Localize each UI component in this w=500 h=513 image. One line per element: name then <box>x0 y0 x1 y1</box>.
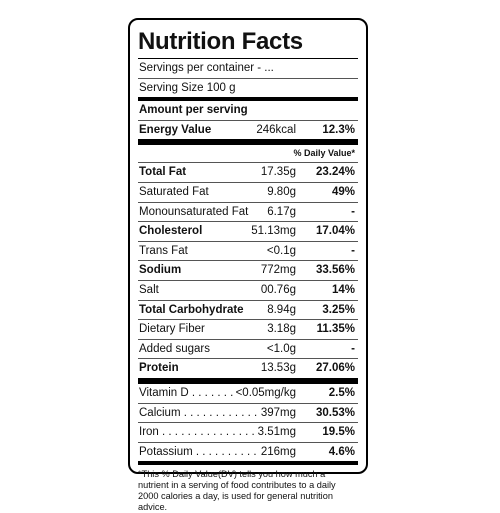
page: {"title": "Nutrition Facts", "servings_p… <box>0 0 500 500</box>
nutrient-name: Iron <box>139 423 260 442</box>
nutrient-dv: 19.5% <box>322 426 355 439</box>
divider <box>138 139 358 146</box>
nutrient-row: Salt 00.76g 14% <box>138 281 358 301</box>
divider <box>138 97 358 102</box>
nutrient-row: Saturated Fat 9.80g 49% <box>138 183 358 203</box>
nutrient-name: Energy Value <box>139 123 212 136</box>
nutrient-name: Calcium <box>139 404 260 423</box>
nutrient-amount: 9.80g <box>267 185 296 198</box>
nutrient-amount: <0.1g <box>266 244 296 257</box>
nutrient-row: Sodium 772mg 33.56% <box>138 261 358 281</box>
nutrient-dv: - <box>351 244 355 257</box>
nutrient-dv: 11.35% <box>316 323 355 336</box>
nutrient-row: Dietary Fiber 3.18g 11.35% <box>138 320 358 340</box>
nutrient-name: Protein <box>139 362 179 375</box>
divider <box>138 377 358 384</box>
nutrient-name: Trans Fat <box>139 244 188 257</box>
energy-row: Energy Value 246kcal 12.3% <box>138 121 358 140</box>
nutrient-dv: 14% <box>331 283 355 296</box>
nutrition-label: Nutrition Facts Servings per container -… <box>128 18 368 512</box>
nutrient-dv: 3.25% <box>322 303 355 316</box>
serving-size-text: Serving Size 100 g <box>139 81 236 94</box>
nutrient-dv: 17.04% <box>315 225 355 238</box>
nutrient-row: Iron3.51mg 19.5% <box>138 423 358 443</box>
nutrient-amount: 3.18g <box>267 323 296 336</box>
nutrient-name: Added sugars <box>139 342 210 355</box>
nutrient-dv: 27.06% <box>315 362 355 375</box>
nutrient-amount: 13.53g <box>260 362 296 375</box>
nutrient-dv: - <box>351 342 355 355</box>
nutrient-amount: <1.0g <box>266 342 296 355</box>
nutrient-row: Trans Fat <0.1g - <box>138 242 358 262</box>
divider <box>138 461 358 466</box>
nutrient-dv: 4.6% <box>328 445 355 458</box>
nutrient-amount: 00.76g <box>260 283 296 296</box>
nutrient-amount: 8.94g <box>267 303 296 316</box>
nutrient-row: Calcium397mg 30.53% <box>138 403 358 424</box>
nutrient-row: Total Fat 17.35g 23.24% <box>138 163 358 183</box>
nutrient-dv: 49% <box>331 185 355 198</box>
nutrient-dv: 2.5% <box>328 386 355 399</box>
nutrient-name: Vitamin D <box>139 384 260 403</box>
nutrient-row: Total Carbohydrate 8.94g 3.25% <box>138 301 358 321</box>
nutrient-amount: 246kcal <box>256 123 296 136</box>
nutrient-row: Monounsaturated Fat 6.17g - <box>138 203 358 223</box>
nutrient-name: Salt <box>139 283 159 296</box>
nutrient-name: Monounsaturated Fat <box>139 205 249 218</box>
nutrient-row: Vitamin D<0.05mg/kg 2.5% <box>138 383 358 404</box>
nutrient-name: Sodium <box>139 264 182 277</box>
nutrient-amount: 51.13mg <box>251 225 296 238</box>
nutrient-row: Cholesterol 51.13mg 17.04% <box>138 222 358 242</box>
nutrient-name: Total Carbohydrate <box>139 303 244 316</box>
nutrient-dv: 12.3% <box>322 123 355 136</box>
nutrient-amount: 397mg <box>258 403 296 423</box>
nutrient-row: Protein 13.53g 27.06% <box>138 359 358 378</box>
nutrient-amount: 17.35g <box>260 166 296 179</box>
serving-size-row: Serving Size 100 g <box>138 79 358 98</box>
servings-text: Servings per container - ... <box>139 62 274 74</box>
nutrient-amount: 772mg <box>260 264 296 277</box>
nutrient-dv: - <box>351 205 355 218</box>
nutrient-name: Cholesterol <box>139 225 203 238</box>
nutrient-dv: 30.53% <box>315 406 355 419</box>
nutrient-list: Total Fat 17.35g 23.24% Saturated Fat 9.80g 4… <box>138 163 358 378</box>
nutrient-amount: 6.17g <box>267 205 296 218</box>
nutrient-name: Dietary Fiber <box>139 323 205 336</box>
label-title: Nutrition Facts <box>138 20 358 59</box>
amount-text: Amount per serving <box>139 104 248 117</box>
nutrient-dv: 33.56% <box>315 264 355 277</box>
nutrient-dv: 23.24% <box>315 166 355 179</box>
servings-row: Servings per container - ... <box>138 59 358 79</box>
footnote: *This % Daily Value(DV) tells you how mu… <box>138 469 336 513</box>
nutrient-row: Potassium216mg 4.6% <box>138 442 358 462</box>
nutrient-name: Potassium <box>139 443 260 462</box>
nutrient-name: Saturated Fat <box>139 185 209 198</box>
nutrient-amount: 3.51mg <box>255 423 296 442</box>
daily-value-header: % Daily Value* <box>138 145 358 164</box>
amount-row: Amount per serving <box>138 101 358 121</box>
nutrient-amount: 216mg <box>258 442 296 462</box>
nutrient-row: Added sugars <1.0g - <box>138 340 358 360</box>
nutrient-amount: <0.05mg/kg <box>233 383 296 403</box>
nutrient-name: Total Fat <box>139 166 187 179</box>
vitamin-list: Vitamin D<0.05mg/kg 2.5% Calcium397mg 30.53… <box>138 383 358 462</box>
